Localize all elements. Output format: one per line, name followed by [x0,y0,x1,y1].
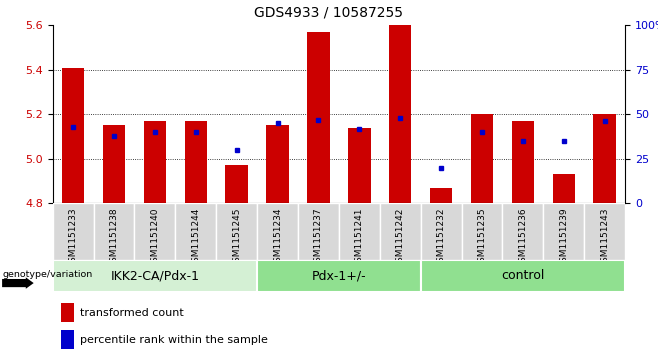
Bar [512,121,534,203]
Bar [226,166,248,203]
Bar [184,121,207,203]
Text: GSM1151239: GSM1151239 [559,208,569,268]
Bar [266,126,289,203]
Bar [348,128,370,203]
Bar [594,114,616,203]
Bar [53,260,257,292]
Bar [134,203,175,260]
Bar [339,203,380,260]
Bar [307,32,330,203]
Text: GSM1151234: GSM1151234 [273,208,282,268]
Text: transformed count: transformed count [80,307,184,318]
Text: GDS4933 / 10587255: GDS4933 / 10587255 [255,5,403,20]
Bar [503,203,544,260]
Text: GSM1151241: GSM1151241 [355,208,364,268]
Text: GSM1151237: GSM1151237 [314,208,323,268]
Bar [257,260,420,292]
Bar [298,203,339,260]
Text: GSM1151235: GSM1151235 [478,208,486,268]
Bar [470,114,494,203]
Text: GSM1151240: GSM1151240 [151,208,159,268]
FancyArrow shape [2,277,34,289]
Text: GSM1151245: GSM1151245 [232,208,241,268]
Bar [257,203,298,260]
Text: GSM1151244: GSM1151244 [191,208,200,268]
Text: GSM1151236: GSM1151236 [519,208,527,268]
Text: genotype/variation: genotype/variation [2,270,92,279]
Text: IKK2-CA/Pdx-1: IKK2-CA/Pdx-1 [111,269,199,282]
Bar [61,330,74,349]
Text: control: control [501,269,545,282]
Bar [461,203,503,260]
Bar [389,25,411,203]
Bar [216,203,257,260]
Bar [93,203,134,260]
Text: GSM1151242: GSM1151242 [395,208,405,268]
Bar [61,303,74,322]
Text: percentile rank within the sample: percentile rank within the sample [80,335,268,345]
Bar [143,121,166,203]
Text: Pdx-1+/-: Pdx-1+/- [311,269,367,282]
Bar [103,126,125,203]
Bar [420,203,461,260]
Bar [175,203,216,260]
Bar [62,68,84,203]
Bar [544,203,584,260]
Bar [430,188,452,203]
Bar [53,203,93,260]
Text: GSM1151243: GSM1151243 [600,208,609,268]
Bar [584,203,625,260]
Bar [380,203,420,260]
Bar [553,174,575,203]
Bar [420,260,625,292]
Text: GSM1151232: GSM1151232 [437,208,445,268]
Text: GSM1151233: GSM1151233 [68,208,78,268]
Text: GSM1151238: GSM1151238 [109,208,118,268]
